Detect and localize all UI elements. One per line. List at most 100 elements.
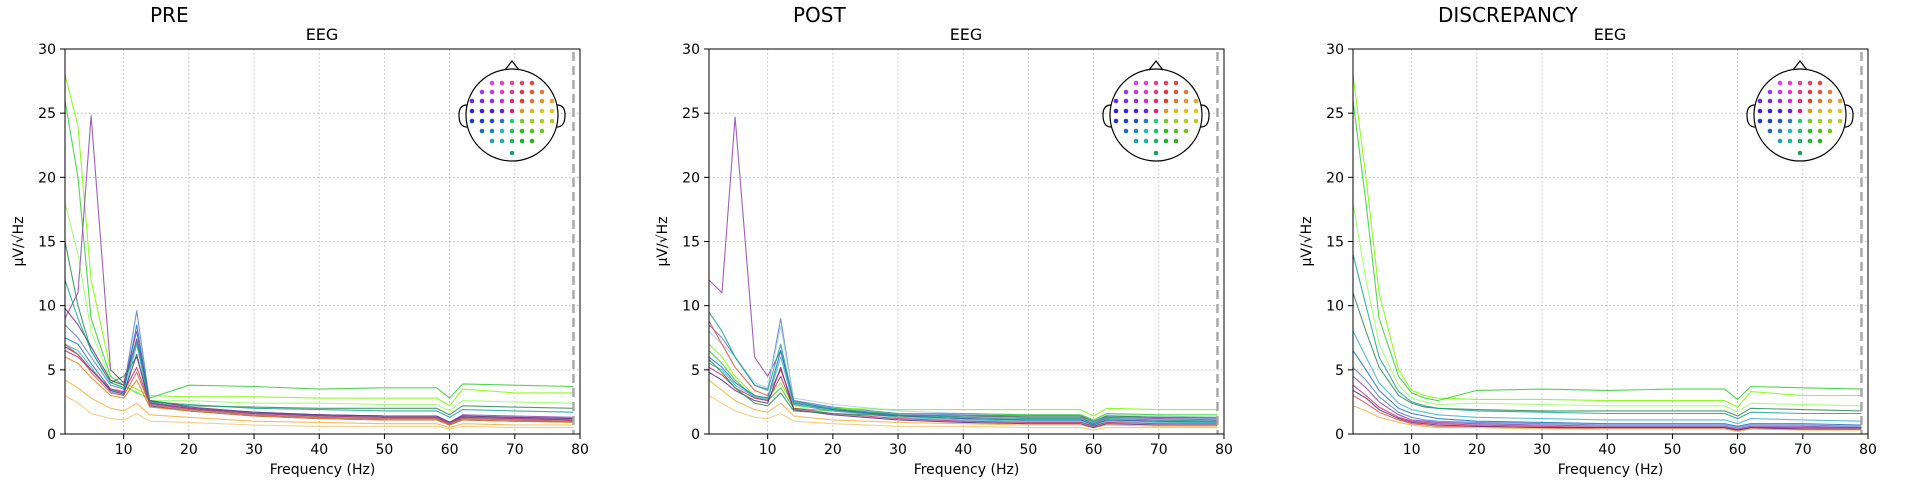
y-tick-label: 0 xyxy=(691,427,700,443)
sensor-dot xyxy=(1827,98,1833,104)
sensor-dot xyxy=(1797,89,1803,95)
y-tick-label: 20 xyxy=(1326,170,1344,186)
x-tick-label: 80 xyxy=(1859,442,1877,458)
series-line xyxy=(709,359,1218,422)
series-line xyxy=(709,356,1218,427)
sensor-dot xyxy=(529,80,535,86)
x-tick-label: 20 xyxy=(824,442,842,458)
sensor-dot xyxy=(1123,128,1129,134)
sensor-dot xyxy=(1153,80,1159,86)
sensor-dot xyxy=(1193,108,1199,114)
x-tick-label: 60 xyxy=(441,442,459,458)
series-line xyxy=(709,311,1218,425)
sensor-dot xyxy=(519,89,525,95)
sensor-dot xyxy=(509,108,515,114)
sensor-dot xyxy=(1777,128,1783,134)
sensor-dot xyxy=(1113,98,1119,104)
sensor-dot xyxy=(479,98,485,104)
x-tick-label: 80 xyxy=(571,442,589,458)
y-axis-label: µV/√Hz xyxy=(1299,217,1315,267)
x-tick-label: 70 xyxy=(1150,442,1168,458)
series-line xyxy=(65,74,574,407)
sensor-dot xyxy=(529,108,535,114)
y-tick-label: 20 xyxy=(682,170,700,186)
sensor-dot xyxy=(1777,98,1783,104)
sensor-dot xyxy=(509,118,515,124)
sensor-dot xyxy=(1817,108,1823,114)
series-line xyxy=(65,279,574,418)
y-tick-label: 5 xyxy=(691,363,700,379)
series-line xyxy=(65,350,574,425)
sensor-dot xyxy=(509,138,515,144)
sensor-dot xyxy=(1767,128,1773,134)
series-line xyxy=(709,395,1218,431)
sensor-dot xyxy=(1807,138,1813,144)
sensor-dot xyxy=(1133,128,1139,134)
x-tick-label: 40 xyxy=(1598,442,1616,458)
y-tick-label: 0 xyxy=(47,427,56,443)
series-line xyxy=(709,350,1218,426)
sensor-dot xyxy=(1767,89,1773,95)
sensor-dot xyxy=(1183,89,1189,95)
sensor-dot xyxy=(1807,80,1813,86)
sensor-dot xyxy=(499,80,505,86)
sensor-dot xyxy=(509,98,515,104)
head-ear-left xyxy=(1746,104,1756,128)
x-tick-label: 40 xyxy=(954,442,972,458)
sensor-dot xyxy=(1183,98,1189,104)
sensor-dot xyxy=(1797,98,1803,104)
sensor-dot xyxy=(519,138,525,144)
series-line xyxy=(1353,366,1862,429)
x-tick-label: 20 xyxy=(180,442,198,458)
sensor-dot xyxy=(1797,118,1803,124)
sensor-dot xyxy=(1153,118,1159,124)
sensor-dot xyxy=(1143,128,1149,134)
sensor-dot xyxy=(1817,128,1823,134)
sensor-dot xyxy=(1123,108,1129,114)
sensor-dot xyxy=(499,98,505,104)
head-ear-left xyxy=(1102,104,1112,128)
x-tick-label: 50 xyxy=(1020,442,1038,458)
sensor-dot xyxy=(519,98,525,104)
sensor-dot xyxy=(1143,89,1149,95)
sensor-dot xyxy=(1143,108,1149,114)
panel-subtitle: EEG xyxy=(950,25,983,44)
sensor-dot xyxy=(1123,89,1129,95)
x-tick-label: 60 xyxy=(1085,442,1103,458)
x-axis-label: Frequency (Hz) xyxy=(914,462,1020,478)
panel-subtitle: EEG xyxy=(306,25,339,44)
sensor-dot xyxy=(499,108,505,114)
sensor-dot xyxy=(1767,118,1773,124)
series-line xyxy=(65,307,574,423)
panel-title: PRE xyxy=(150,3,189,27)
sensor-dot xyxy=(499,118,505,124)
sensor-dot xyxy=(1837,118,1843,124)
sensor-dot xyxy=(1173,80,1179,86)
sensor-dot xyxy=(539,98,545,104)
head-nose xyxy=(504,60,520,71)
sensor-dot xyxy=(1827,128,1833,134)
series-line xyxy=(709,325,1218,422)
sensor-dot xyxy=(489,128,495,134)
sensor-dot xyxy=(1163,138,1169,144)
series-line xyxy=(709,379,1218,429)
sensor-topomap xyxy=(458,60,566,162)
series-line xyxy=(1353,405,1862,432)
sensor-dot xyxy=(479,89,485,95)
y-axis-label: µV/√Hz xyxy=(11,217,27,267)
panel-subtitle: EEG xyxy=(1594,25,1627,44)
series-line xyxy=(65,356,574,426)
sensor-dot xyxy=(1123,98,1129,104)
sensor-dot xyxy=(489,108,495,114)
y-tick-label: 25 xyxy=(1326,106,1344,122)
y-axis-label: µV/√Hz xyxy=(655,217,671,267)
sensor-dot xyxy=(519,128,525,134)
sensor-dot xyxy=(489,80,495,86)
series-line xyxy=(1353,389,1862,431)
sensor-dot xyxy=(1153,98,1159,104)
sensor-dot xyxy=(499,128,505,134)
sensor-dot xyxy=(1777,80,1783,86)
sensor-dot xyxy=(529,89,535,95)
x-tick-label: 50 xyxy=(376,442,394,458)
sensor-dot xyxy=(1787,108,1793,114)
